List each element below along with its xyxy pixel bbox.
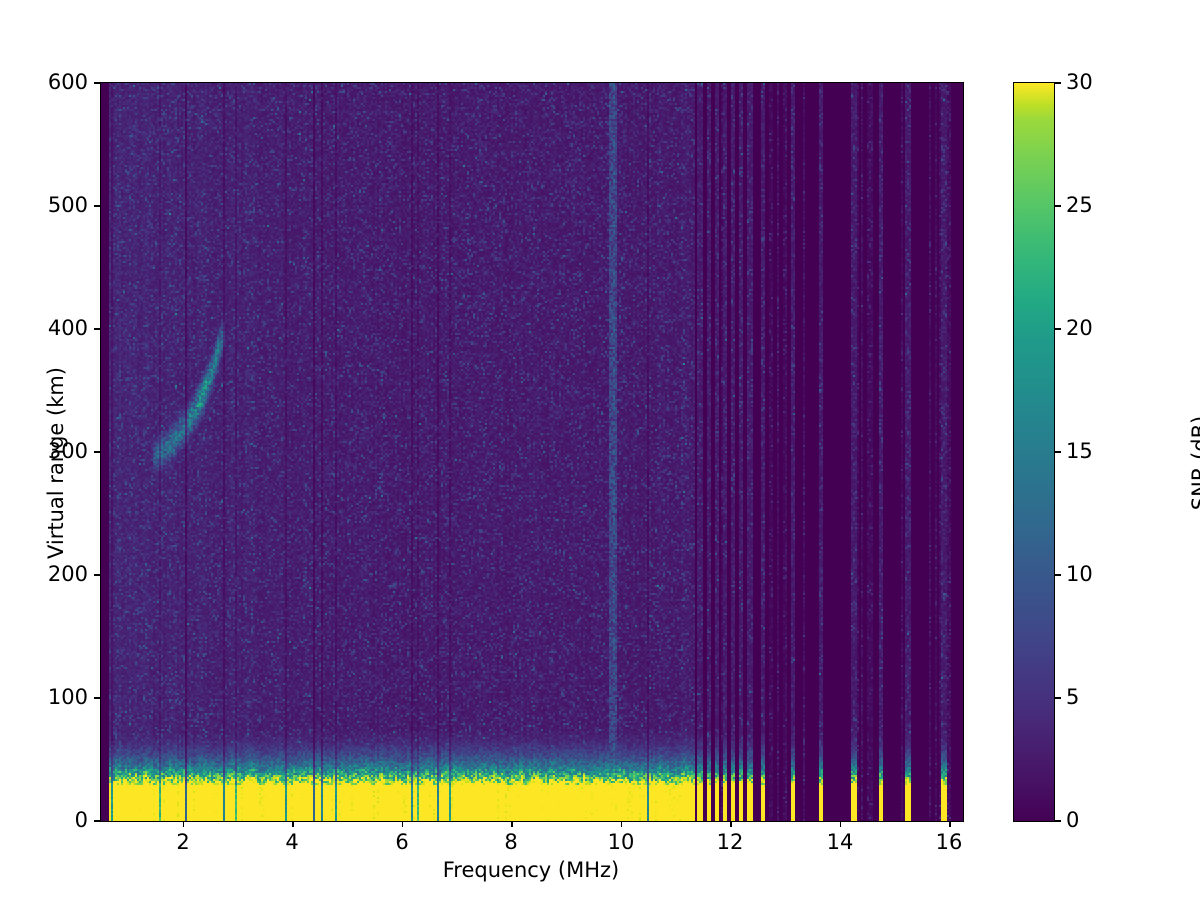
ionogram-heatmap [101, 83, 963, 821]
y-axis-label: Virtual range (km) [44, 366, 68, 560]
cbar-tick-label-25: 25 [1066, 193, 1093, 217]
xtick-mark-12 [730, 821, 732, 827]
xtick-label-8: 8 [504, 830, 518, 854]
cbar-tick-label-0: 0 [1066, 808, 1080, 832]
cbar-tick-mark-10 [1055, 574, 1061, 576]
ytick-mark-600 [94, 82, 100, 84]
cbar-tick-mark-20 [1055, 328, 1061, 330]
xtick-mark-16 [949, 821, 951, 827]
xtick-label-2: 2 [176, 830, 190, 854]
xtick-label-16: 16 [935, 830, 963, 854]
xtick-mark-4 [292, 821, 294, 827]
ytick-mark-500 [94, 205, 100, 207]
ytick-mark-200 [94, 574, 100, 576]
ytick-label-500: 500 [47, 193, 88, 217]
ytick-label-100: 100 [47, 685, 88, 709]
xtick-mark-6 [401, 821, 404, 827]
cbar-tick-mark-25 [1055, 205, 1061, 207]
ionogram-plot-area [100, 82, 964, 822]
colorbar-label: SNR (dB) [1188, 415, 1200, 511]
colorbar-gradient [1013, 82, 1055, 822]
xtick-label-6: 6 [395, 830, 409, 854]
ytick-label-600: 600 [47, 70, 88, 94]
ytick-label-200: 200 [47, 562, 88, 586]
ytick-mark-300 [94, 451, 100, 453]
xtick-mark-14 [839, 821, 842, 827]
heatmap-canvas-holder [101, 83, 963, 821]
cbar-tick-label-5: 5 [1066, 685, 1080, 709]
xtick-label-12: 12 [716, 830, 744, 854]
cbar-tick-mark-15 [1055, 451, 1061, 453]
cbar-tick-label-30: 30 [1066, 70, 1093, 94]
cbar-tick-mark-30 [1055, 82, 1061, 84]
cbar-tick-mark-0 [1055, 820, 1061, 822]
ytick-mark-400 [94, 328, 100, 330]
x-axis-label: Frequency (MHz) [442, 858, 620, 882]
xtick-mark-8 [511, 821, 513, 827]
xtick-label-14: 14 [826, 830, 854, 854]
ytick-mark-100 [94, 697, 100, 699]
xtick-label-10: 10 [607, 830, 635, 854]
xtick-label-4: 4 [285, 830, 299, 854]
cbar-tick-label-20: 20 [1066, 316, 1093, 340]
ytick-label-0: 0 [74, 808, 88, 832]
xtick-mark-10 [620, 821, 623, 827]
cbar-tick-label-15: 15 [1066, 439, 1093, 463]
cbar-tick-mark-5 [1055, 697, 1061, 699]
cbar-tick-label-10: 10 [1066, 562, 1093, 586]
ytick-label-400: 400 [47, 316, 88, 340]
ytick-mark-0 [94, 820, 100, 822]
xtick-mark-2 [182, 821, 185, 827]
ytick-label-300: 300 [47, 439, 88, 463]
